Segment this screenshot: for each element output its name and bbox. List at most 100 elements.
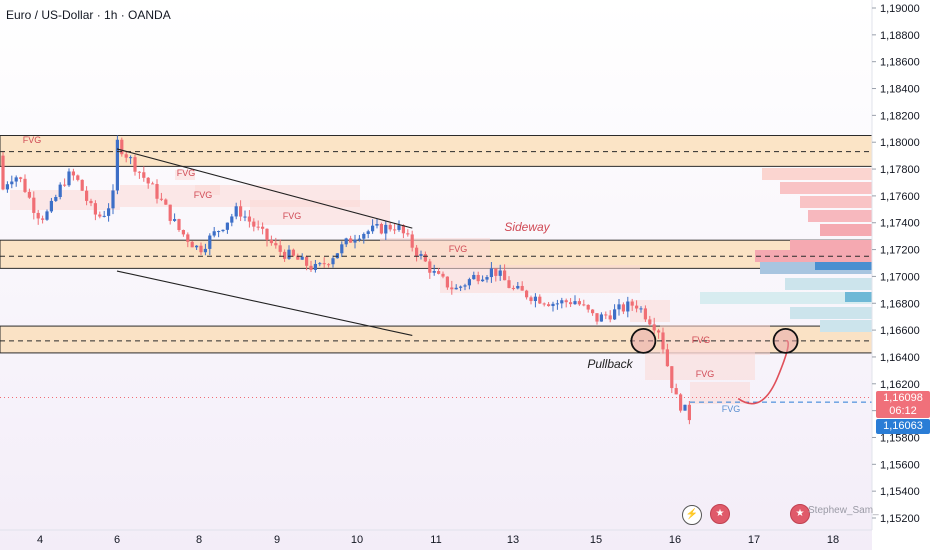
y-tick-label: 1,16600	[880, 325, 920, 337]
candle-body	[353, 239, 357, 243]
candle-body	[485, 277, 489, 280]
candle	[415, 245, 419, 262]
candle-body	[221, 229, 225, 232]
candle-body	[239, 206, 243, 217]
candle	[261, 222, 265, 235]
candle	[432, 264, 436, 276]
candle-body	[555, 303, 559, 305]
candle-body	[599, 314, 603, 322]
level-test-circle	[630, 327, 657, 354]
candle	[397, 220, 401, 232]
candle	[203, 243, 207, 256]
candle-body	[432, 271, 436, 273]
candle-body	[410, 234, 414, 248]
candle-body	[388, 224, 392, 230]
candle-body	[313, 263, 317, 270]
candle-body	[225, 222, 229, 230]
candle-body	[230, 216, 234, 223]
candle	[516, 281, 520, 290]
candle	[498, 264, 502, 281]
candle	[613, 304, 617, 320]
volume-profile-bar	[820, 224, 872, 236]
candle	[318, 261, 322, 267]
candle-body	[5, 184, 9, 190]
candle	[582, 299, 586, 307]
candle	[626, 296, 630, 318]
candle	[115, 135, 119, 195]
candle	[547, 302, 551, 307]
candle-body	[406, 233, 410, 235]
candle-body	[437, 271, 441, 274]
volume-profile-bar	[800, 196, 872, 208]
candle	[98, 211, 102, 219]
candle-body	[173, 219, 177, 221]
candle-body	[503, 270, 507, 281]
candle	[670, 366, 674, 394]
candle	[63, 178, 67, 187]
flash-icon[interactable]: ⚡	[682, 505, 702, 525]
candle	[89, 198, 93, 207]
chart-annotation: FVG	[177, 168, 196, 178]
volume-profile-bar	[780, 182, 872, 194]
candle-body	[58, 184, 62, 197]
candle-body	[1, 155, 5, 190]
candle	[1, 151, 5, 191]
candle-body	[393, 229, 397, 231]
y-tick-label: 1,15200	[880, 513, 920, 525]
us-flag-icon[interactable]: ★	[710, 504, 730, 524]
candle	[137, 171, 141, 179]
candle-body	[498, 270, 502, 276]
candle	[159, 192, 163, 202]
candle	[49, 197, 53, 213]
candle-body	[10, 181, 14, 185]
x-tick-label: 17	[748, 534, 760, 546]
candle-body	[98, 214, 102, 217]
candle	[313, 259, 317, 273]
candle	[595, 313, 599, 325]
candle	[278, 239, 282, 257]
candle-body	[582, 304, 586, 306]
candle-body	[665, 349, 669, 367]
candle	[124, 151, 128, 163]
candle	[476, 271, 480, 285]
candle	[340, 241, 344, 257]
candle	[14, 175, 18, 187]
candle-body	[199, 245, 203, 253]
candle-body	[137, 171, 141, 173]
y-tick-label: 1,18000	[880, 137, 920, 149]
candle-body	[287, 249, 291, 259]
candle-body	[32, 197, 36, 213]
candle-body	[234, 206, 238, 217]
candle-body	[291, 249, 295, 256]
candle	[265, 228, 269, 247]
candle	[630, 298, 634, 311]
chart-annotation: FVG	[449, 244, 468, 254]
candle	[538, 294, 542, 305]
candle	[129, 155, 133, 165]
volume-profile-bar	[785, 278, 872, 290]
y-tick-label: 1,18800	[880, 30, 920, 42]
candle	[542, 302, 546, 307]
chart-annotation: FVG	[722, 404, 741, 414]
candle-body	[27, 191, 31, 198]
us-flag-icon[interactable]: ★	[790, 504, 810, 524]
y-tick-label: 1,18600	[880, 57, 920, 69]
volume-profile-bar	[820, 320, 872, 332]
candle-body	[586, 304, 590, 310]
candle	[643, 305, 647, 322]
candle-body	[674, 388, 678, 395]
candle	[102, 210, 106, 218]
candle	[687, 400, 691, 425]
candle-body	[569, 302, 573, 305]
candle-body	[133, 157, 137, 172]
candle-body	[679, 394, 683, 411]
candle-body	[626, 301, 630, 312]
candle	[177, 218, 181, 232]
candle-body	[357, 238, 361, 240]
candle	[459, 285, 463, 292]
candle-body	[93, 203, 97, 215]
candle-body	[560, 300, 564, 304]
candle-body	[327, 264, 331, 266]
candle-body	[419, 254, 423, 256]
